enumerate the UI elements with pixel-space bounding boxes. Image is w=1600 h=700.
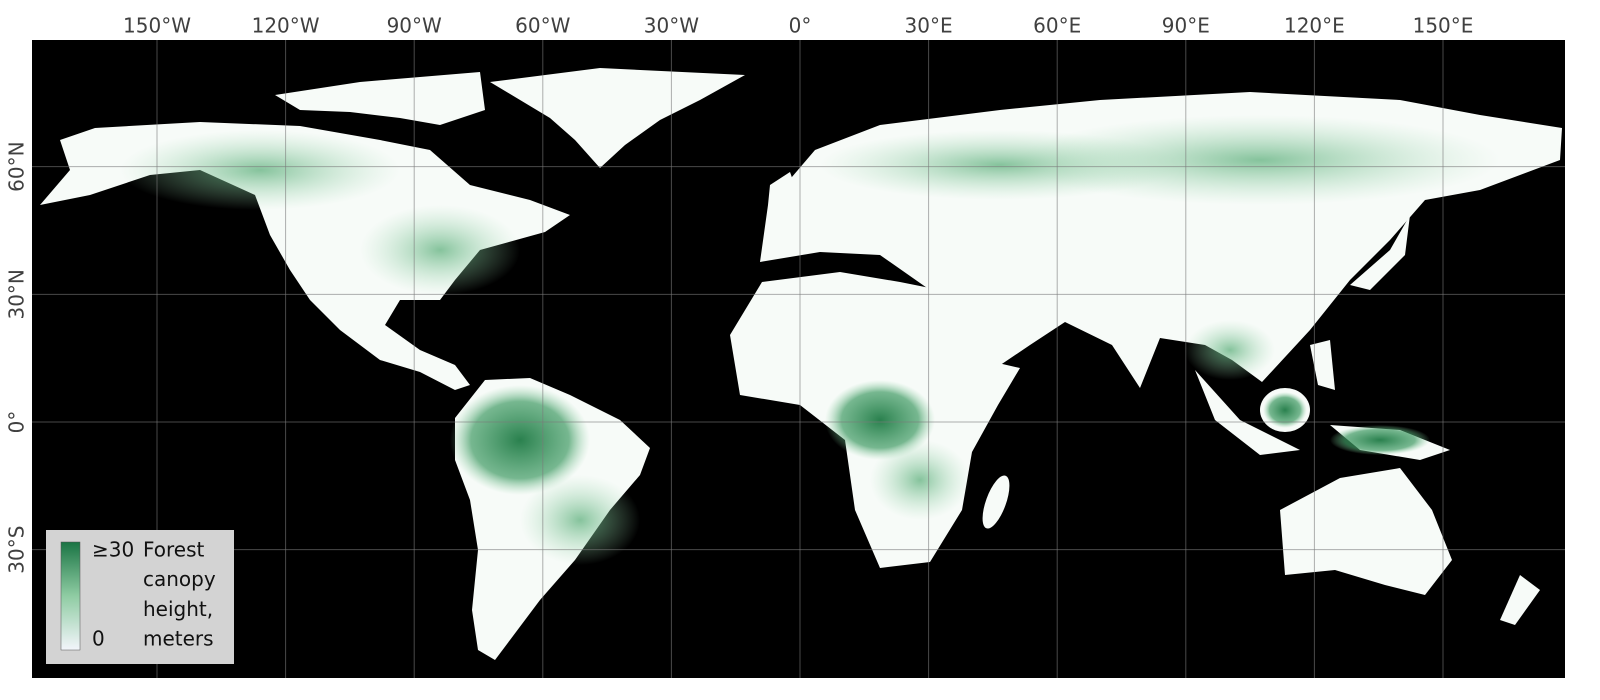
british-isles bbox=[768, 172, 800, 215]
north-america bbox=[40, 122, 570, 390]
longitude-label: 150°E bbox=[1413, 14, 1474, 38]
arctic-islands bbox=[275, 72, 485, 125]
latitude-label: 60°N bbox=[5, 141, 29, 191]
longitude-label: 30°E bbox=[905, 14, 953, 38]
longitude-label: 60°E bbox=[1033, 14, 1081, 38]
land-masses bbox=[40, 68, 1562, 660]
new-zealand bbox=[1500, 575, 1540, 625]
legend-title: height, bbox=[143, 597, 213, 621]
legend-scale-label: ≥30 bbox=[92, 538, 134, 562]
longitude-label: 0° bbox=[789, 14, 812, 38]
greenland bbox=[490, 68, 745, 168]
philippines bbox=[1310, 340, 1335, 390]
graticule bbox=[32, 40, 1565, 678]
longitude-label: 90°W bbox=[387, 14, 442, 38]
indonesia bbox=[1195, 370, 1300, 455]
legend-title: meters bbox=[143, 627, 214, 651]
legend-title: canopy bbox=[143, 567, 216, 591]
legend-color-bar bbox=[60, 541, 81, 651]
legend: ≥30 0 Forest canopy height, meters bbox=[46, 530, 234, 664]
forest-cover bbox=[120, 115, 1500, 565]
longitude-label: 90°E bbox=[1162, 14, 1210, 38]
legend-scale-label: 0 bbox=[92, 627, 105, 651]
longitude-label: 120°E bbox=[1284, 14, 1345, 38]
longitude-label: 30°W bbox=[644, 14, 699, 38]
longitude-label: 120°W bbox=[252, 14, 320, 38]
japan bbox=[1350, 215, 1410, 290]
latitude-label: 30°S bbox=[5, 526, 29, 574]
australia bbox=[1280, 468, 1452, 595]
latitude-label: 0° bbox=[5, 411, 29, 434]
legend-title: Forest bbox=[143, 538, 205, 562]
longitude-label: 60°W bbox=[515, 14, 570, 38]
axis-labels: 150°W 120°W 90°W 60°W 30°W 0° 30°E 60°E 90°E 120°… bbox=[5, 14, 1474, 574]
longitude-label: 150°W bbox=[123, 14, 191, 38]
madagascar bbox=[982, 475, 1010, 529]
latitude-label: 30°N bbox=[5, 269, 29, 319]
